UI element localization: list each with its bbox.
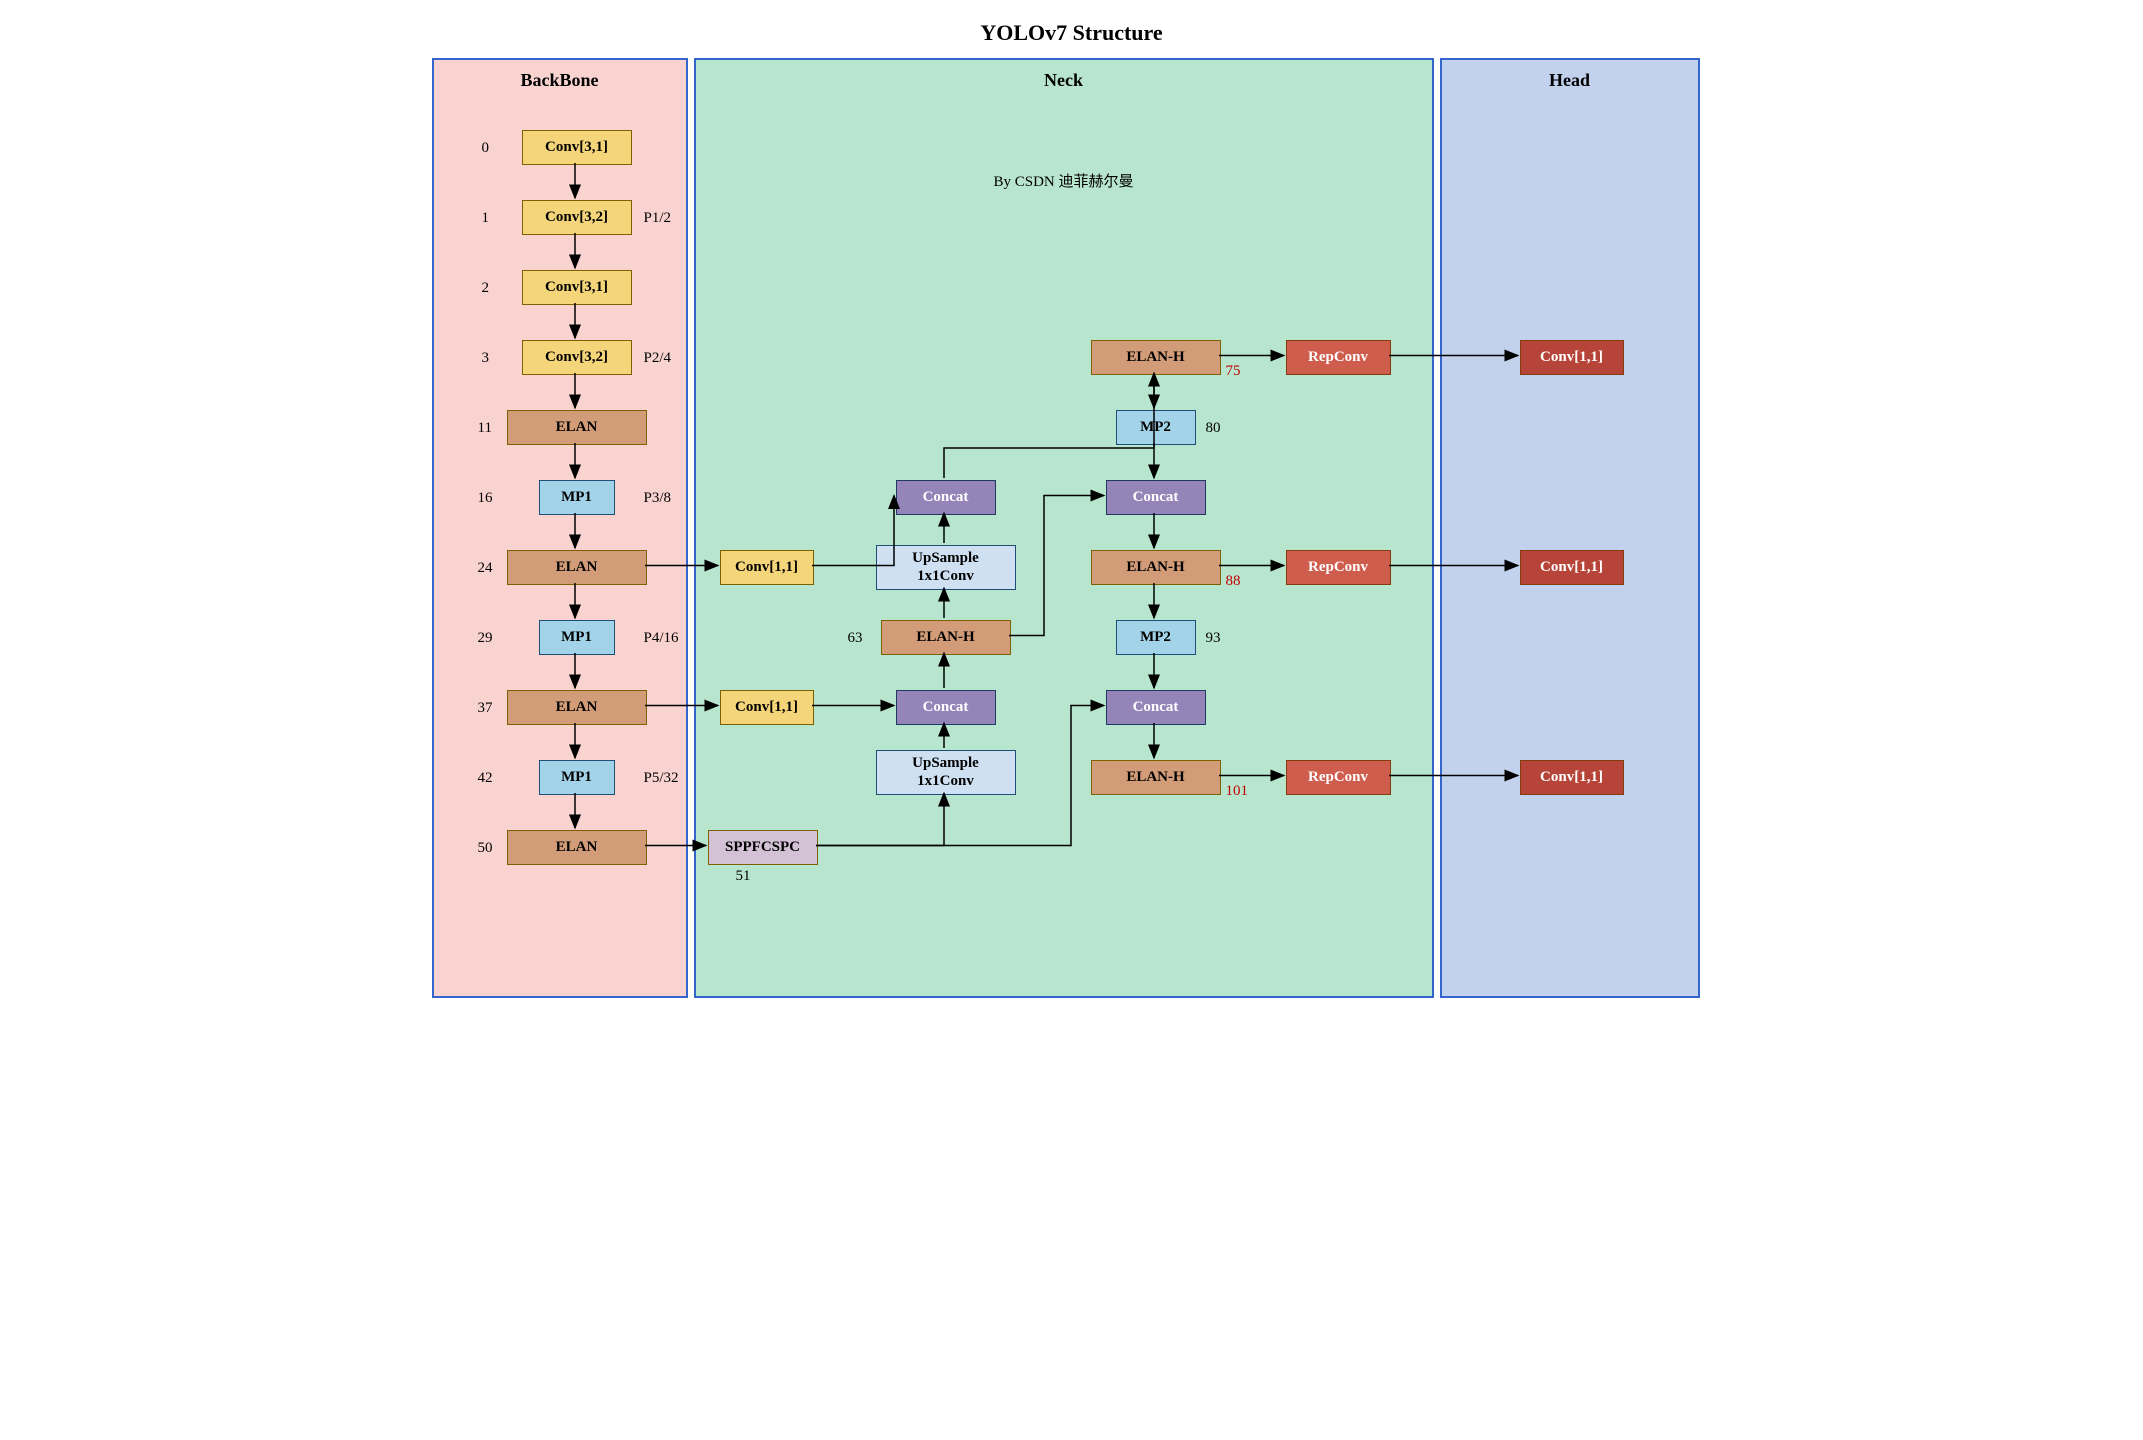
head-panel: Head Conv[1,1] Conv[1,1] Conv[1,1] — [1440, 58, 1700, 998]
label: 88 — [1226, 573, 1241, 590]
head-title: Head — [1442, 70, 1698, 91]
label: 63 — [848, 630, 863, 647]
label: 2 — [482, 280, 490, 297]
node-nc_rc101: RepConv — [1286, 760, 1391, 795]
node-nc_cc2: Concat — [896, 480, 996, 515]
label: 75 — [1226, 363, 1241, 380]
label: 51 — [736, 868, 751, 885]
label: 3 — [482, 350, 490, 367]
node-nc_up2: UpSample1x1Conv — [876, 545, 1016, 590]
node-nc_mp80: MP2 — [1116, 410, 1196, 445]
backbone-title: BackBone — [434, 70, 686, 91]
neck-title: Neck — [696, 70, 1432, 91]
label: 11 — [478, 420, 492, 437]
node-bb16: MP1 — [539, 480, 615, 515]
node-nc_conv37: Conv[1,1] — [720, 690, 814, 725]
label: 29 — [478, 630, 493, 647]
node-hd3: Conv[1,1] — [1520, 760, 1624, 795]
label: 24 — [478, 560, 493, 577]
node-nc_mp93: MP2 — [1116, 620, 1196, 655]
label: P1/2 — [644, 210, 672, 227]
label: 42 — [478, 770, 493, 787]
node-bb11: ELAN — [507, 410, 647, 445]
label: 101 — [1226, 783, 1249, 800]
diagram-container: YOLOv7 Structure BackBone Conv[3,1] Conv[… — [432, 20, 1712, 998]
label: P4/16 — [644, 630, 679, 647]
node-bb0: Conv[3,1] — [522, 130, 632, 165]
node-hd2: Conv[1,1] — [1520, 550, 1624, 585]
node-nc_rc88: RepConv — [1286, 550, 1391, 585]
label: 80 — [1206, 420, 1221, 437]
label: 50 — [478, 840, 493, 857]
node-bb37: ELAN — [507, 690, 647, 725]
label: P3/8 — [644, 490, 672, 507]
label: 0 — [482, 140, 490, 157]
neck-panel: Neck By CSDN 迪菲赫尔曼 SPPFCSPC Conv[1,1] Conv… — [694, 58, 1434, 998]
node-hd1: Conv[1,1] — [1520, 340, 1624, 375]
node-nc_cc1: Concat — [896, 690, 996, 725]
node-nc_eh88: ELAN-H — [1091, 550, 1221, 585]
node-bb42: MP1 — [539, 760, 615, 795]
node-nc_rc75: RepConv — [1286, 340, 1391, 375]
node-bb50: ELAN — [507, 830, 647, 865]
node-nc_sppf: SPPFCSPC — [708, 830, 818, 865]
label: 37 — [478, 700, 493, 717]
node-nc_eh63: ELAN-H — [881, 620, 1011, 655]
label: 1 — [482, 210, 490, 227]
byline: By CSDN 迪菲赫尔曼 — [696, 170, 1432, 191]
node-bb2: Conv[3,1] — [522, 270, 632, 305]
node-bb1: Conv[3,2] — [522, 200, 632, 235]
node-bb29: MP1 — [539, 620, 615, 655]
label: 16 — [478, 490, 493, 507]
page-title: YOLOv7 Structure — [432, 20, 1712, 46]
node-bb24: ELAN — [507, 550, 647, 585]
node-bb3: Conv[3,2] — [522, 340, 632, 375]
backbone-panel: BackBone Conv[3,1] Conv[3,2] Conv[3,1] Conv… — [432, 58, 688, 998]
label: 93 — [1206, 630, 1221, 647]
panels-row: BackBone Conv[3,1] Conv[3,2] Conv[3,1] Conv… — [432, 58, 1712, 998]
node-nc_cc3: Concat — [1106, 480, 1206, 515]
node-nc_eh101: ELAN-H — [1091, 760, 1221, 795]
node-nc_cc4: Concat — [1106, 690, 1206, 725]
node-nc_eh75: ELAN-H — [1091, 340, 1221, 375]
node-nc_up1: UpSample1x1Conv — [876, 750, 1016, 795]
label: P2/4 — [644, 350, 672, 367]
node-nc_conv24: Conv[1,1] — [720, 550, 814, 585]
label: P5/32 — [644, 770, 679, 787]
